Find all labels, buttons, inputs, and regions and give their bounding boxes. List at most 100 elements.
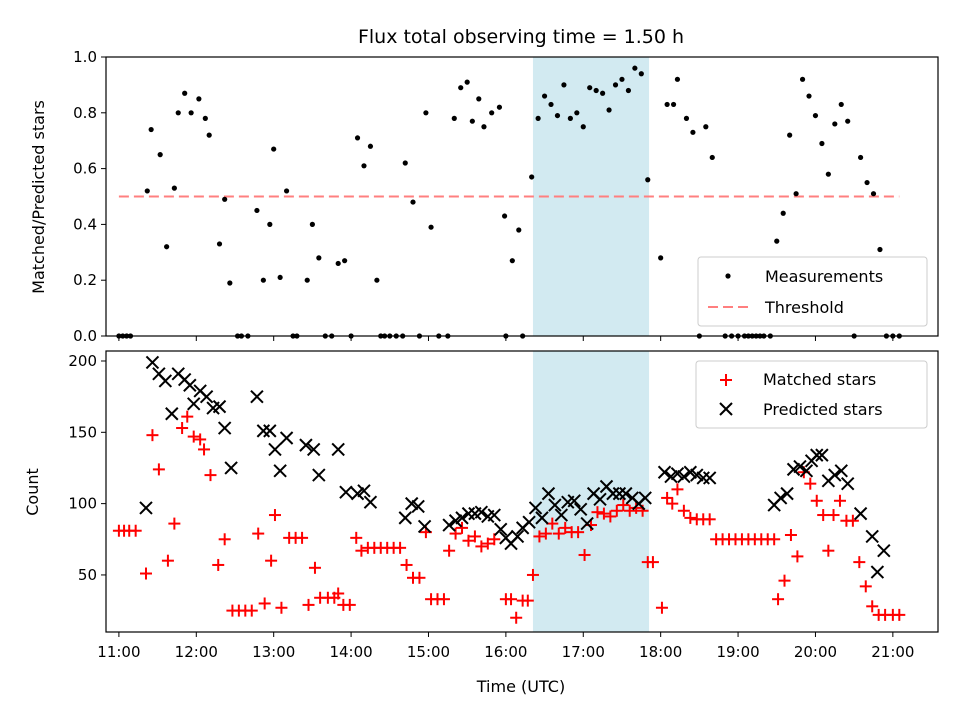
matched-star-point: [510, 611, 523, 624]
measurement-point: [496, 104, 503, 110]
matched-star-point: [355, 544, 368, 557]
predicted-star-point: [510, 529, 525, 544]
predicted-star-point-b: [677, 469, 691, 484]
measurement-point: [516, 227, 522, 233]
bottom-legend-box: [695, 360, 928, 429]
matched-star-point: [146, 429, 159, 442]
measurement-point: [670, 101, 677, 108]
measurement-point: [188, 110, 194, 116]
top-y-ticks: 0.0 0.2 0.4 0.6 0.8 1.0: [73, 48, 106, 345]
measurement-point: [799, 76, 806, 82]
predicted-star-point-b: [799, 464, 814, 478]
matched-star-point: [539, 527, 552, 540]
measurement-point: [703, 124, 709, 130]
matched-star-point: [646, 556, 659, 569]
matched-star-point: [893, 608, 906, 621]
matched-star-point: [129, 524, 142, 537]
bottom-plot-frame: [105, 350, 939, 633]
measurement-point: [175, 110, 181, 116]
matched-star-point: [655, 601, 668, 614]
measurement-point: [638, 71, 644, 77]
predicted-star-point: [580, 516, 594, 531]
bottom-y-tick-label: 100: [68, 495, 97, 513]
top-y-tick-label: 1.0: [73, 48, 97, 66]
matched-star-point: [275, 601, 288, 614]
predicted-star-point-b: [193, 384, 207, 398]
matched-star-point: [610, 504, 623, 517]
matched-star-point: [533, 530, 546, 543]
predicted-star-point-b: [494, 522, 508, 537]
predicted-star-point: [606, 486, 620, 501]
measurement-point: [458, 85, 464, 91]
matched-star-point: [194, 433, 207, 446]
predicted-star-point: [877, 543, 891, 558]
predicted-star-point-b: [580, 516, 594, 531]
bottom-y-axis-label: Count: [23, 468, 42, 516]
predicted-star-point: [548, 498, 562, 512]
measurement-point: [410, 199, 416, 205]
predicted-star-point-b: [773, 491, 788, 505]
measurement-point: [683, 115, 690, 121]
top-y-tick-label: 0.0: [73, 327, 97, 345]
measurement-point: [574, 110, 580, 116]
predicted-star-point-b: [670, 466, 685, 481]
legend-predicted-marker: [719, 402, 733, 416]
predicted-star-point-b: [411, 499, 425, 514]
measurement-point: [171, 185, 177, 191]
x-tick-label: 11:00: [97, 643, 140, 661]
matched-star-point: [413, 571, 426, 584]
bottom-markers: [112, 355, 906, 624]
x-tick-label: 16:00: [484, 643, 527, 661]
chart-title: Flux total observing time = 1.50 h: [358, 26, 684, 48]
predicted-star-point: [541, 486, 556, 501]
predicted-star-point: [199, 389, 214, 404]
measurement-point: [304, 277, 310, 283]
predicted-star-point: [494, 522, 508, 537]
predicted-star-point-b: [840, 476, 855, 491]
predicted-star-point: [773, 491, 788, 505]
measurement-point: [481, 124, 487, 130]
measurement-point: [464, 79, 470, 85]
measurement-point: [632, 65, 638, 71]
predicted-star-point-b: [417, 519, 432, 534]
predicted-star-point-b: [212, 399, 227, 414]
predicted-star-point: [573, 502, 588, 517]
predicted-star-point-b: [853, 506, 868, 521]
predicted-star-point: [593, 492, 607, 507]
measurement-point: [277, 274, 283, 281]
matched-star-point: [804, 477, 817, 490]
measurement-point: [374, 277, 380, 283]
x-tick-label: 20:00: [794, 643, 837, 661]
matched-star-point: [437, 593, 450, 606]
measurement-point: [361, 163, 367, 169]
measurement-point: [645, 177, 651, 183]
matched-star-point: [152, 463, 165, 476]
matched-star-point: [176, 422, 189, 435]
predicted-star-point: [612, 486, 627, 501]
matched-star-point: [591, 506, 604, 519]
matched-star-point: [778, 574, 791, 587]
predicted-star-point-b: [363, 495, 378, 509]
bottom-y-tick-label: 150: [68, 423, 97, 441]
predicted-star-point: [158, 374, 173, 388]
measurement-point: [580, 124, 586, 130]
predicted-star-point-b: [567, 494, 581, 508]
measurement-point: [509, 258, 515, 264]
predicted-star-point: [528, 501, 543, 515]
measurement-point: [335, 260, 341, 267]
legend-predicted-label: Predicted stars: [763, 400, 883, 419]
predicted-star-point-b: [834, 464, 848, 478]
measurement-point: [227, 280, 233, 286]
measurement-point: [267, 221, 273, 227]
predicted-star-point-b: [152, 367, 166, 381]
matched-star-point: [181, 410, 194, 423]
matched-star-point: [572, 526, 585, 539]
matched-star-point: [604, 510, 617, 523]
predicted-star-point: [870, 565, 885, 579]
x-tick-label: 17:00: [562, 643, 605, 661]
top-y-tick-label: 0.2: [73, 271, 97, 289]
measurement-point: [567, 115, 573, 121]
predicted-star-point: [187, 397, 201, 411]
measurement-point: [690, 129, 696, 135]
predicted-star-point: [461, 506, 476, 521]
